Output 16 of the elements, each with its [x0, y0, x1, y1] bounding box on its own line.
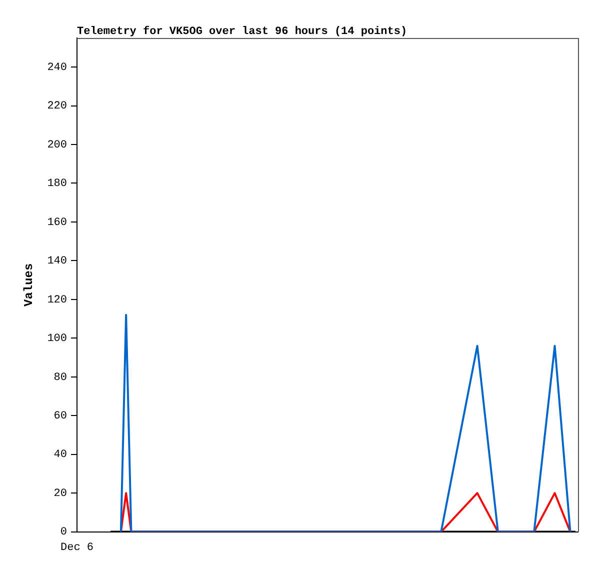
- chart-title: Telemetry for VK5OG over last 96 hours (14 points): [77, 25, 408, 38]
- y-tick-label: 20: [54, 488, 67, 500]
- y-axis-title: Values: [22, 263, 36, 307]
- y-tick-label: 120: [47, 294, 67, 306]
- text: Dec 6: [60, 542, 94, 554]
- y-tick-label: 220: [47, 100, 67, 113]
- y-tick-label: 60: [54, 410, 67, 423]
- y-tick-label: 140: [47, 256, 67, 268]
- y-tick-label: 40: [54, 449, 67, 462]
- y-tick-label: 240: [47, 62, 67, 74]
- y-tick-label: 180: [47, 178, 67, 190]
- y-tick-label: 100: [47, 333, 67, 346]
- y-tick-label: 160: [47, 216, 67, 229]
- y-tick-label: 0: [60, 526, 67, 539]
- y-tick-label: 200: [47, 139, 67, 152]
- y-tick-label: 80: [54, 372, 67, 384]
